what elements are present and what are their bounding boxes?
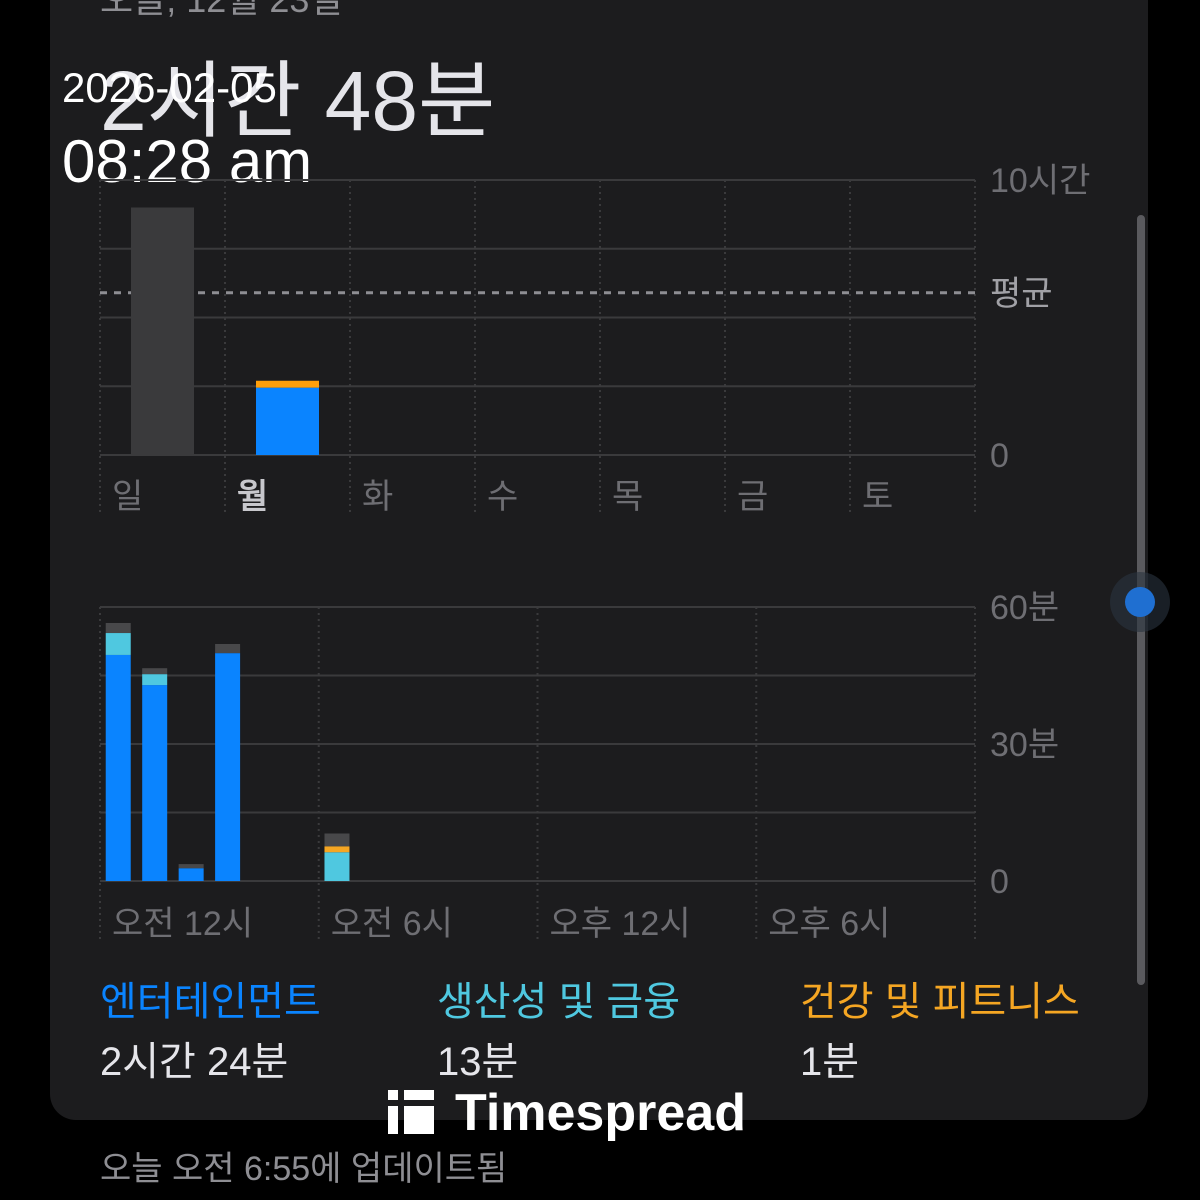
legend-name: 엔터테인먼트 — [100, 980, 321, 1024]
watermark-icon — [388, 1106, 398, 1134]
x-tick-label: 화 — [362, 478, 393, 516]
legend-total: 2시간 24분 — [100, 1040, 288, 1084]
overlay-date: 2026-02-05 — [62, 64, 277, 111]
x-tick-label: 월 — [237, 478, 268, 516]
watermark-text: Timespread — [455, 1084, 746, 1142]
x-tick-label: 일 — [112, 478, 143, 516]
bar-segment — [142, 685, 168, 881]
bar-segment — [178, 868, 204, 881]
bar-segment — [105, 622, 131, 634]
x-tick-label: 금 — [737, 478, 768, 516]
watermark-icon — [404, 1106, 434, 1134]
x-tick-label: 토 — [862, 478, 893, 516]
bar-segment — [324, 833, 350, 847]
bar-segment — [324, 846, 350, 853]
y-tick-label: 10시간 — [990, 162, 1090, 200]
bar-segment — [256, 380, 319, 388]
x-tick-label: 오후 12시 — [550, 905, 691, 943]
bar-segment — [131, 207, 194, 455]
bar-segment — [256, 387, 319, 455]
bar-segment — [215, 653, 241, 881]
legend-name: 생산성 및 금융 — [437, 980, 680, 1024]
x-tick-label: 수 — [487, 478, 518, 516]
legend-total: 1분 — [800, 1040, 859, 1084]
y-tick-label: 0 — [990, 863, 1009, 901]
bar-segment — [215, 643, 241, 654]
y-tick-label: 30분 — [990, 726, 1059, 764]
bar-segment — [142, 674, 168, 686]
bar-segment — [142, 668, 168, 675]
update-note: 오늘 오전 6:55에 업데이트됨 — [100, 1150, 507, 1188]
x-tick-label: 오전 12시 — [112, 905, 253, 943]
watermark-icon — [404, 1090, 434, 1100]
legend-total: 13분 — [437, 1040, 518, 1084]
total-time: 2시간 48분 — [100, 54, 495, 148]
bar-segment — [178, 864, 204, 869]
bar-segment — [105, 633, 131, 655]
y-tick-label: 0 — [990, 437, 1009, 475]
x-tick-label: 오후 6시 — [768, 905, 890, 943]
bar-segment — [324, 852, 350, 881]
bar-segment — [105, 654, 131, 881]
overlay-time: 08:28 am — [62, 128, 312, 195]
watermark-icon — [388, 1090, 398, 1100]
watermark: Timespread — [388, 1084, 746, 1142]
x-tick-label: 오전 6시 — [331, 905, 453, 943]
scroll-thumb[interactable] — [1125, 587, 1155, 617]
x-tick-label: 목 — [612, 478, 643, 516]
date-header: 오늘, 12월 23일 — [100, 0, 343, 20]
y-tick-label: 60분 — [990, 589, 1059, 627]
legend-name: 건강 및 피트니스 — [800, 980, 1080, 1024]
average-label: 평균 — [990, 275, 1053, 313]
